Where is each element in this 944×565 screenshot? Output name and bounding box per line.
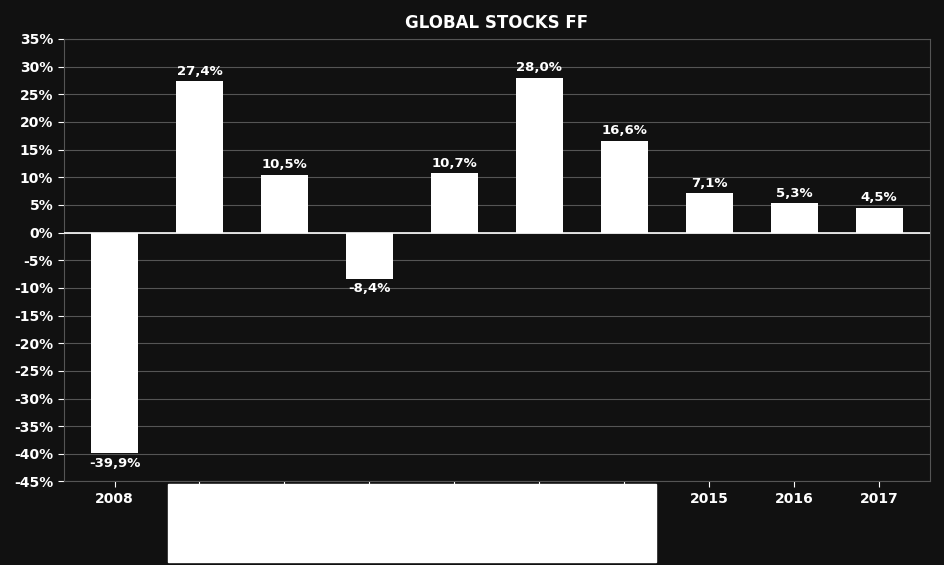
Bar (431, 173, 478, 233)
Bar (601, 141, 648, 233)
Bar (686, 193, 733, 233)
Bar (92, 233, 138, 453)
Bar (261, 175, 308, 233)
Bar (177, 81, 223, 233)
Text: -39,9%: -39,9% (89, 457, 141, 470)
Text: 27,4%: 27,4% (177, 65, 223, 78)
Text: 10,7%: 10,7% (431, 157, 478, 170)
Bar (771, 203, 818, 233)
Text: 7,1%: 7,1% (691, 177, 728, 190)
Text: -8,4%: -8,4% (348, 282, 391, 295)
Bar (856, 208, 902, 233)
Bar (516, 78, 563, 233)
Text: 5,3%: 5,3% (776, 187, 813, 200)
Bar (346, 233, 393, 279)
Text: 28,0%: 28,0% (516, 62, 563, 75)
Text: 10,5%: 10,5% (261, 158, 308, 171)
Text: 4,5%: 4,5% (861, 192, 898, 205)
Title: GLOBAL STOCKS FF: GLOBAL STOCKS FF (405, 14, 588, 32)
Text: 16,6%: 16,6% (601, 124, 648, 137)
